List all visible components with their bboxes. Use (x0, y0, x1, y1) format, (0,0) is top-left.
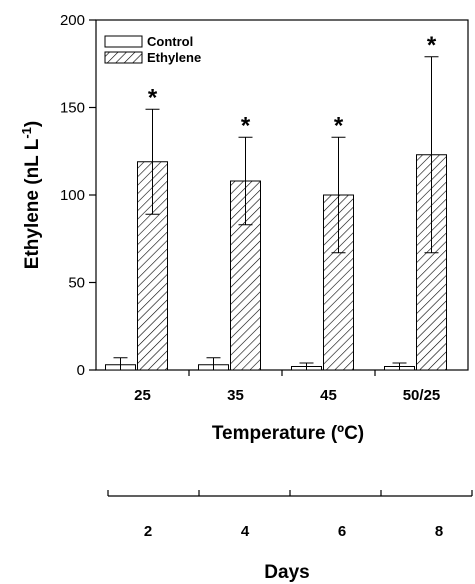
y-tick-label-0: 0 (77, 362, 85, 379)
days-axis: 2 4 6 8 Days (107, 490, 473, 583)
days-tick-label-8: 8 (435, 523, 443, 540)
y-tick-label-150: 150 (60, 100, 85, 117)
x-tick-label-25: 25 (134, 387, 151, 404)
legend-label-ethylene: Ethylene (147, 50, 201, 65)
legend-swatch-ethylene (104, 51, 143, 64)
bar-ethylene-35 (230, 180, 261, 371)
legend-label-control: Control (147, 34, 193, 49)
significance-star-25: * (148, 84, 158, 111)
x-tick-label-45: 45 (320, 387, 337, 404)
x-tick-label-50/25: 50/25 (403, 387, 441, 404)
x-axis-title: Temperature (ºC) (212, 423, 364, 444)
days-tick-label-4: 4 (241, 523, 250, 540)
days-axis-title: Days (264, 562, 309, 583)
y-tick-label-200: 200 (60, 12, 85, 29)
days-tick-label-2: 2 (144, 523, 152, 540)
legend-swatch-control (104, 35, 143, 48)
significance-star-50/25: * (427, 32, 437, 59)
days-tick-label-6: 6 (338, 523, 346, 540)
y-tick-label-100: 100 (60, 187, 85, 204)
legend: Control Ethylene (104, 34, 201, 65)
y-axis-title: Ethylene (nL L-1) (19, 121, 43, 269)
x-tick-label-35: 35 (227, 387, 244, 404)
significance-star-45: * (334, 112, 344, 139)
significance-star-35: * (241, 112, 251, 139)
y-tick-label-50: 50 (68, 275, 85, 292)
